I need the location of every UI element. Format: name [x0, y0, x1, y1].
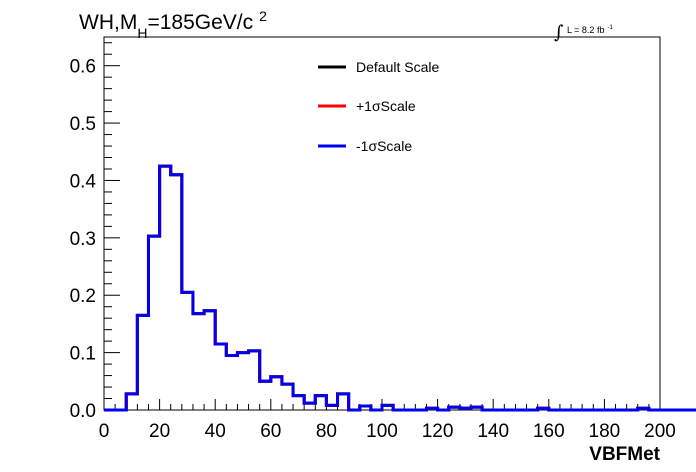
title-superscript: 2 — [259, 8, 267, 24]
x-tick-label: 20 — [149, 421, 170, 442]
y-tick-label: 0.5 — [70, 114, 96, 135]
legend-label: Default Scale — [356, 59, 439, 75]
legend-label: +1σScale — [356, 98, 416, 114]
series-line-1 — [104, 164, 696, 412]
x-tick-label: 160 — [533, 421, 565, 442]
x-tick-label: 120 — [422, 421, 454, 442]
x-tick-label: 60 — [260, 421, 281, 442]
x-tick-label: 200 — [644, 421, 676, 442]
y-tick-label: 0.4 — [70, 171, 97, 192]
y-axis: 0.0 0.1 0.2 0.3 0.4 0.5 0.6 — [70, 42, 120, 422]
x-tick-label: 100 — [366, 421, 398, 442]
title-suffix: =185GeV/c — [147, 11, 253, 34]
series-layer — [104, 164, 696, 412]
y-tick-label: 0.6 — [70, 57, 96, 78]
x-axis-label: VBFMet — [589, 444, 660, 465]
legend: Default Scale +1σScale -1σScale — [318, 59, 439, 154]
series-line-2 — [104, 164, 696, 412]
y-tick-label: 0.2 — [70, 286, 96, 307]
y-tick-label: 0.0 — [70, 401, 96, 422]
x-tick-label: 140 — [477, 421, 509, 442]
luminosity-label: L = 8.2 fb -1 — [567, 25, 613, 35]
x-tick-label: 40 — [205, 421, 226, 442]
chart-title: WH,MH=185GeV/c 2 — [79, 8, 267, 41]
plot-frame — [103, 36, 661, 411]
legend-label: -1σScale — [356, 138, 412, 154]
title-prefix: WH,M — [79, 11, 137, 34]
y-tick-label: 0.3 — [70, 229, 96, 250]
x-tick-label: 80 — [316, 421, 337, 442]
x-tick-label: 180 — [589, 421, 621, 442]
luminosity-superscript: -1 — [607, 25, 613, 31]
y-tick-label: 0.1 — [70, 344, 96, 365]
title-subscript: H — [137, 25, 147, 41]
x-tick-label: 0 — [99, 421, 110, 442]
integral-sign: ∫ — [554, 22, 564, 43]
luminosity-text: L = 8.2 fb — [567, 25, 604, 35]
series-line-0 — [104, 164, 696, 412]
